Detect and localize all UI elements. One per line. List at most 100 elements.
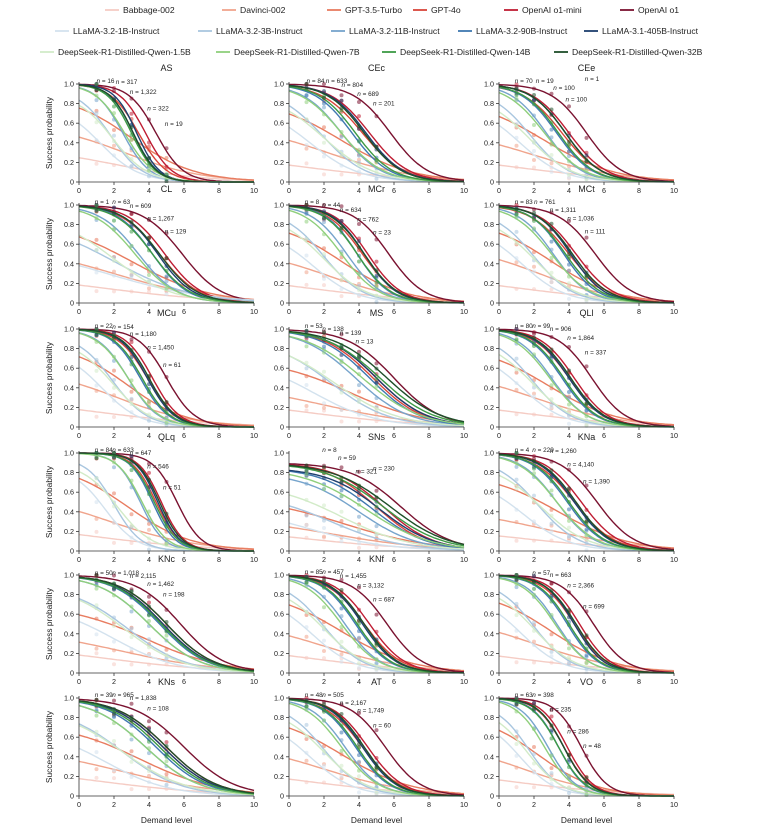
data-point xyxy=(339,277,344,282)
x-tick-label: 0 xyxy=(287,307,291,316)
n-value: = 634 xyxy=(343,207,361,214)
x-tick-label: 10 xyxy=(670,677,678,686)
data-point xyxy=(567,262,571,267)
data-point xyxy=(112,768,116,773)
data-point xyxy=(112,211,116,216)
data-point xyxy=(304,625,309,630)
n-value: = 53 xyxy=(308,323,323,330)
n-annotation: n = 663 xyxy=(550,572,572,579)
data-point xyxy=(514,387,519,392)
data-point xyxy=(357,745,361,750)
n-annotation: n = 39 xyxy=(95,692,113,699)
x-tick-label: 8 xyxy=(427,186,431,195)
data-point xyxy=(374,361,379,366)
x-axis-label: Demand level xyxy=(561,815,612,825)
data-point xyxy=(94,586,99,591)
y-tick-label: 0.2 xyxy=(274,527,284,536)
data-point xyxy=(549,753,554,758)
data-point xyxy=(94,357,99,362)
data-point xyxy=(112,354,116,359)
data-point xyxy=(94,368,99,373)
panel-title: SNs xyxy=(368,432,386,442)
data-point xyxy=(147,719,151,724)
n-symbol: n xyxy=(165,228,169,235)
x-tick-label: 4 xyxy=(567,677,571,686)
x-tick-label: 2 xyxy=(532,555,536,564)
data-point xyxy=(532,133,536,138)
data-point xyxy=(532,207,536,212)
n-symbol: n xyxy=(585,349,589,356)
data-point xyxy=(322,252,326,256)
y-tick-label: 0.8 xyxy=(64,468,74,477)
data-point xyxy=(357,774,361,779)
data-point xyxy=(374,384,379,389)
data-point xyxy=(164,629,169,634)
panel-title: VO xyxy=(580,677,593,687)
data-point xyxy=(112,269,116,274)
n-symbol: n xyxy=(567,583,571,590)
data-point xyxy=(112,520,116,525)
data-point xyxy=(339,130,344,135)
x-tick-label: 4 xyxy=(357,186,361,195)
data-point xyxy=(532,139,536,144)
data-point xyxy=(549,359,554,364)
data-point xyxy=(339,153,344,158)
data-point xyxy=(112,573,116,578)
x-tick-label: 4 xyxy=(567,431,571,440)
data-point xyxy=(567,752,571,757)
data-point xyxy=(304,404,309,409)
x-tick-label: 2 xyxy=(112,186,116,195)
data-point xyxy=(374,366,379,371)
x-tick-label: 10 xyxy=(460,431,468,440)
data-point xyxy=(549,239,554,244)
y-tick-label: 0.2 xyxy=(484,279,494,288)
x-tick-label: 2 xyxy=(532,186,536,195)
y-tick-label: 0.4 xyxy=(64,138,74,147)
data-point xyxy=(567,655,571,660)
data-point xyxy=(357,349,361,354)
data-point xyxy=(112,586,116,591)
y-tick-label: 1.0 xyxy=(64,80,74,89)
data-point xyxy=(549,161,554,166)
data-point xyxy=(532,102,536,107)
n-annotation: n = 546 xyxy=(147,464,169,471)
data-point xyxy=(339,419,344,424)
data-point xyxy=(94,138,99,143)
n-value: = 689 xyxy=(361,91,379,98)
data-point xyxy=(567,268,571,273)
data-point xyxy=(357,665,361,670)
data-point xyxy=(129,723,134,728)
y-tick-label: 1.0 xyxy=(64,694,74,703)
y-tick-label: 0.8 xyxy=(484,220,494,229)
data-point xyxy=(304,282,309,287)
data-point xyxy=(339,774,344,779)
n-annotation: n = 1,260 xyxy=(550,448,577,455)
data-point xyxy=(94,247,99,252)
data-point xyxy=(304,471,309,476)
data-point xyxy=(322,401,326,406)
data-point xyxy=(549,479,554,484)
data-point xyxy=(322,465,326,470)
data-point xyxy=(357,383,361,388)
data-point xyxy=(549,255,554,260)
data-point xyxy=(567,390,571,395)
data-point xyxy=(532,785,536,790)
y-tick-label: 0.8 xyxy=(484,713,494,722)
n-symbol: n xyxy=(163,362,167,369)
data-point xyxy=(322,232,326,237)
y-tick-label: 0.6 xyxy=(484,610,494,619)
data-point xyxy=(584,653,589,658)
n-value: = 59 xyxy=(342,455,357,462)
data-point xyxy=(549,588,554,593)
n-annotation: n = 154 xyxy=(112,324,134,331)
data-point xyxy=(129,337,134,342)
data-point xyxy=(147,382,151,387)
data-point xyxy=(129,650,134,655)
n-symbol: n xyxy=(165,121,169,128)
data-point xyxy=(129,269,134,274)
data-point xyxy=(549,347,554,352)
n-annotation: n = 48 xyxy=(305,692,323,699)
n-annotation: n = 57 xyxy=(532,570,550,577)
data-point xyxy=(549,771,554,776)
